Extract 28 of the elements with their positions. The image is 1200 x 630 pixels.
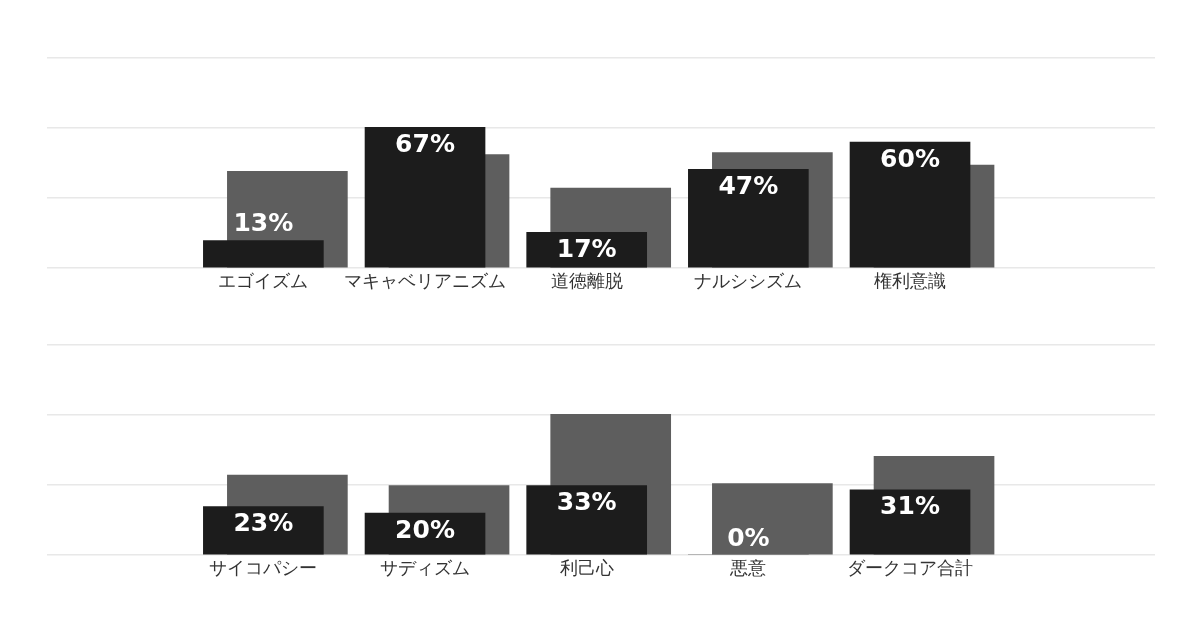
data-label: 33% bbox=[556, 487, 617, 517]
x-tick-label: 権利意識 bbox=[874, 270, 947, 292]
data-label: 13% bbox=[233, 208, 294, 238]
bar bbox=[688, 168, 809, 268]
bar bbox=[364, 126, 486, 268]
bar bbox=[849, 489, 971, 555]
x-tick-label: サイコパシー bbox=[209, 557, 318, 579]
bar bbox=[526, 485, 648, 555]
x-tick-label: 道徳離脱 bbox=[550, 270, 623, 292]
x-tick-label: 悪意 bbox=[729, 557, 767, 579]
data-label: 17% bbox=[556, 233, 617, 263]
data-label: 0% bbox=[727, 522, 770, 552]
x-tick-label: ダークコア合計 bbox=[847, 557, 974, 579]
x-tick-label: エゴイズム bbox=[218, 270, 309, 292]
data-label: 47% bbox=[718, 170, 779, 200]
data-label: 31% bbox=[880, 491, 940, 521]
bar bbox=[849, 141, 971, 268]
bar bbox=[712, 483, 833, 555]
x-tick-label: 利己心 bbox=[559, 557, 614, 579]
data-label: 20% bbox=[395, 514, 455, 544]
data-label: 67% bbox=[395, 128, 455, 158]
data-label: 60% bbox=[880, 143, 940, 173]
data-label: 23% bbox=[233, 508, 294, 538]
bar bbox=[203, 240, 324, 268]
x-tick-label: サディズム bbox=[380, 557, 471, 579]
x-tick-label: マキャベリアニズム bbox=[344, 270, 507, 292]
bar bbox=[203, 506, 324, 555]
x-tick-label: ナルシシズム bbox=[694, 270, 803, 292]
